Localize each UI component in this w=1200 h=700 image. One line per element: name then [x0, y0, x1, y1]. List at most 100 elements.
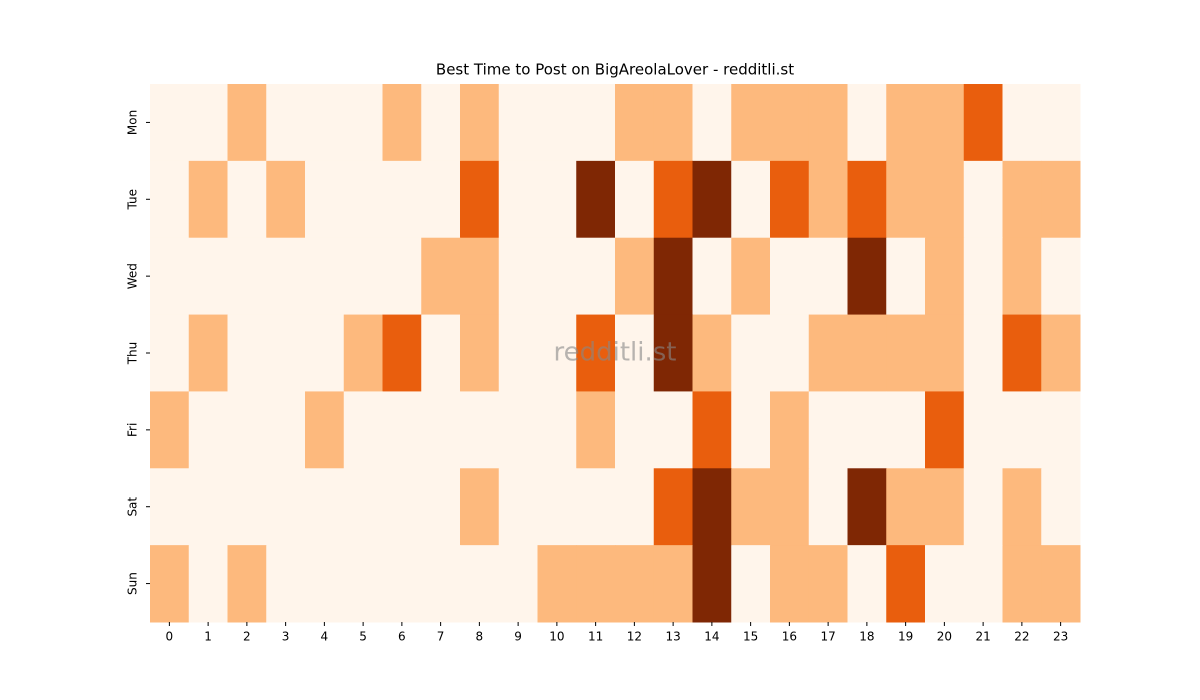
heatmap-cell	[1041, 84, 1081, 162]
y-tick-label: Mon	[126, 110, 140, 135]
y-tick-label: Sat	[126, 497, 140, 517]
heatmap-cell	[537, 160, 577, 239]
heatmap-cell	[188, 468, 228, 546]
heatmap-cell	[847, 237, 887, 316]
heatmap-cell	[266, 84, 306, 162]
heatmap-cell	[498, 84, 538, 162]
heatmap-cell	[576, 160, 616, 239]
heatmap-cell	[615, 391, 655, 469]
y-tick-label: Thu	[126, 342, 140, 366]
heatmap-cell	[808, 391, 848, 469]
y-tick-label: Sun	[126, 572, 140, 595]
x-tick-label: 9	[514, 630, 522, 644]
heatmap-cell	[886, 545, 926, 623]
x-tick-label: 14	[704, 630, 719, 644]
heatmap-cell	[382, 237, 422, 316]
x-tick-label: 3	[282, 630, 290, 644]
heatmap-cell	[963, 391, 1003, 469]
heatmap-cell	[1002, 468, 1042, 546]
heatmap-cell	[731, 84, 771, 162]
heatmap-cell	[808, 160, 848, 239]
watermark: redditli.st	[554, 338, 677, 368]
heatmap-cell	[770, 314, 810, 392]
heatmap-cell	[963, 314, 1003, 392]
heatmap-cell	[227, 391, 267, 469]
heatmap-cells	[150, 84, 1081, 623]
heatmap-cell	[576, 545, 616, 623]
heatmap-cell	[653, 314, 693, 392]
heatmap-cell	[421, 237, 461, 316]
heatmap-cell	[576, 314, 616, 392]
heatmap-cell	[460, 391, 500, 469]
x-tick-label: 10	[549, 630, 564, 644]
heatmap-cell	[537, 314, 577, 392]
heatmap-cell	[305, 314, 345, 392]
heatmap-cell	[305, 160, 345, 239]
heatmap-cell	[382, 84, 422, 162]
heatmap-cell	[576, 237, 616, 316]
x-tick-label: 2	[243, 630, 251, 644]
x-tick-label: 20	[937, 630, 952, 644]
heatmap-cell	[886, 314, 926, 392]
heatmap-cell	[653, 84, 693, 162]
heatmap-cell	[731, 314, 771, 392]
heatmap-cell	[808, 468, 848, 546]
heatmap-cell	[692, 468, 732, 546]
heatmap-cell	[963, 237, 1003, 316]
heatmap-cell	[343, 84, 383, 162]
heatmap-cell	[266, 160, 306, 239]
heatmap-cell	[305, 545, 345, 623]
x-tick-label: 17	[820, 630, 835, 644]
heatmap-cell	[421, 314, 461, 392]
heatmap-cell	[1002, 545, 1042, 623]
heatmap-cell	[421, 391, 461, 469]
heatmap-cell	[770, 545, 810, 623]
heatmap-cell	[653, 391, 693, 469]
heatmap-cell	[382, 545, 422, 623]
heatmap-cell	[653, 545, 693, 623]
heatmap-cell	[925, 84, 965, 162]
heatmap-cell	[847, 545, 887, 623]
heatmap-cell	[227, 468, 267, 546]
heatmap-cell	[615, 160, 655, 239]
heatmap-cell	[886, 237, 926, 316]
heatmap-cell	[808, 237, 848, 316]
x-tick-label: 11	[588, 630, 603, 644]
heatmap-cell	[615, 314, 655, 392]
heatmap-cell	[382, 391, 422, 469]
heatmap-cell	[227, 314, 267, 392]
heatmap-cell	[770, 468, 810, 546]
heatmap-cell	[963, 160, 1003, 239]
heatmap-cell	[305, 237, 345, 316]
heatmap-cell	[227, 160, 267, 239]
heatmap-cell	[1041, 545, 1081, 623]
heatmap-cell	[731, 160, 771, 239]
x-tick-label: 13	[665, 630, 680, 644]
heatmap-cell	[1002, 160, 1042, 239]
heatmap-cell	[847, 160, 887, 239]
y-tick-label: Wed	[126, 263, 140, 289]
heatmap-cell	[537, 545, 577, 623]
heatmap-cell	[886, 160, 926, 239]
heatmap-cell	[305, 84, 345, 162]
heatmap-cell	[847, 391, 887, 469]
heatmap-cell	[731, 391, 771, 469]
heatmap-cell	[576, 468, 616, 546]
heatmap-cell	[266, 468, 306, 546]
heatmap-cell	[692, 545, 732, 623]
x-tick-label: 4	[321, 630, 329, 644]
heatmap-cell	[692, 314, 732, 392]
x-tick-label: 1	[204, 630, 212, 644]
heatmap-cell	[150, 391, 190, 469]
heatmap-cell	[963, 84, 1003, 162]
heatmap-cell	[150, 468, 190, 546]
heatmap-cell	[886, 468, 926, 546]
heatmap-cell	[692, 160, 732, 239]
heatmap-cell	[382, 468, 422, 546]
heatmap-cell	[847, 314, 887, 392]
heatmap-cell	[421, 84, 461, 162]
heatmap-cell	[886, 84, 926, 162]
heatmap-cell	[421, 545, 461, 623]
heatmap-cell	[653, 237, 693, 316]
heatmap-cell	[692, 84, 732, 162]
